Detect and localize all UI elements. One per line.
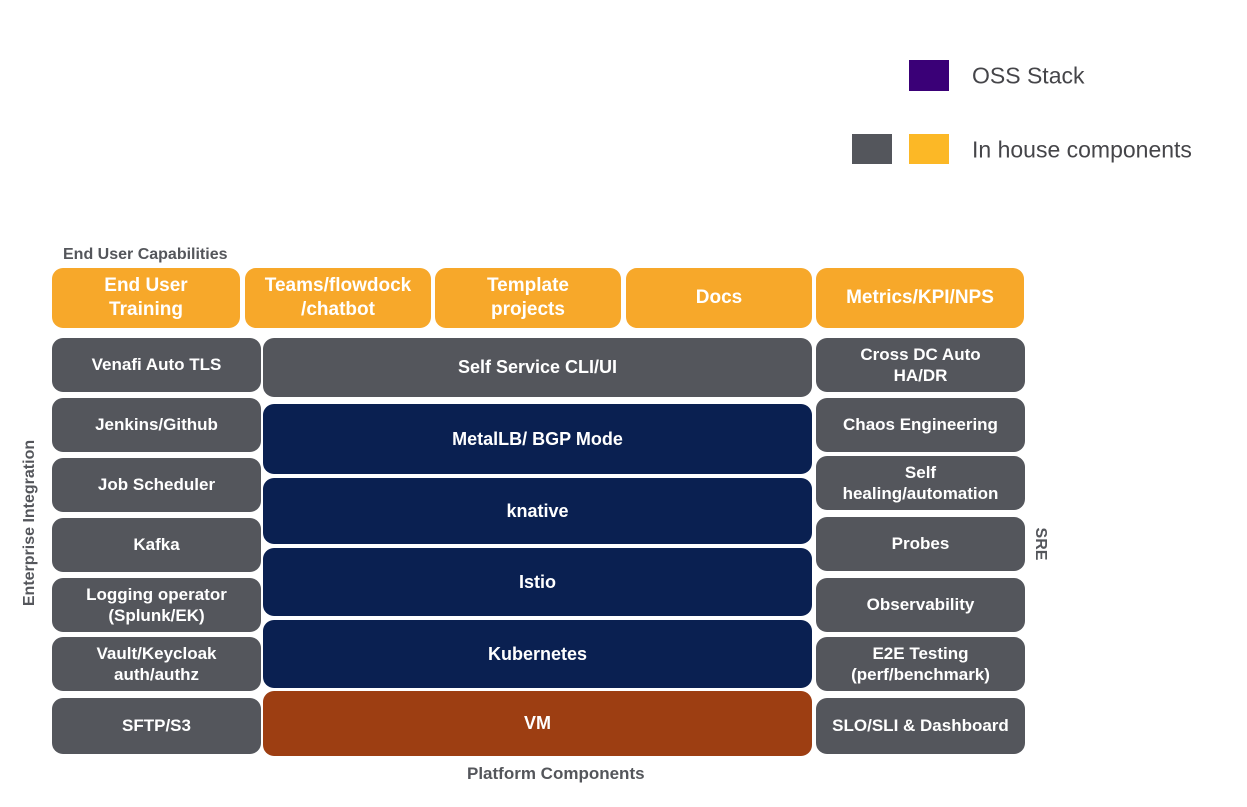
platform-box-istio: Istio bbox=[263, 548, 812, 616]
integration-box-job-scheduler: Job Scheduler bbox=[52, 458, 261, 512]
sre-box-probes: Probes bbox=[816, 517, 1025, 571]
sre-box-chaos-engineering: Chaos Engineering bbox=[816, 398, 1025, 452]
box-label: Venafi Auto TLS bbox=[91, 355, 222, 375]
legend-swatch-inhouse-orange bbox=[909, 134, 949, 164]
capability-box-end-user-training: End User Training bbox=[52, 268, 240, 328]
legend-swatch-inhouse-gray bbox=[852, 134, 892, 164]
box-label: Istio bbox=[518, 571, 556, 592]
integration-box-kafka: Kafka bbox=[52, 518, 261, 572]
box-label: Job Scheduler bbox=[97, 475, 216, 495]
heading-platform-components: Platform Components bbox=[467, 764, 645, 783]
box-label: VM bbox=[524, 713, 551, 734]
sre-box-e2e-testing: E2E Testing (perf/benchmark) bbox=[816, 637, 1025, 691]
capability-box-teams-flowdock-chatbot: Teams/flowdock /chatbot bbox=[245, 268, 431, 328]
box-label: MetalLB/ BGP Mode bbox=[452, 428, 623, 449]
integration-box-vault-keycloak: Vault/Keycloak auth/authz bbox=[52, 637, 261, 691]
sre-box-observability: Observability bbox=[816, 578, 1025, 632]
box-label: Vault/Keycloak auth/authz bbox=[96, 643, 217, 684]
capability-box-template-projects: Template projects bbox=[435, 268, 621, 328]
label-enterprise-integration: Enterprise Integration bbox=[21, 439, 38, 607]
sre-box-cross-dc-auto-ha-dr: Cross DC Auto HA/DR bbox=[816, 338, 1025, 392]
box-label: Kubernetes bbox=[487, 643, 588, 664]
box-label: Kafka bbox=[133, 535, 180, 555]
legend-label-oss: OSS Stack bbox=[972, 62, 1085, 89]
box-label: Logging operator (Splunk/EK) bbox=[86, 584, 227, 625]
legend-label-inhouse: In house components bbox=[972, 136, 1192, 163]
label-sre: SRE bbox=[1032, 527, 1049, 561]
box-label: Probes bbox=[891, 534, 950, 554]
capability-box-docs: Docs bbox=[626, 268, 812, 328]
platform-box-vm: VM bbox=[263, 691, 812, 756]
box-label: knative bbox=[506, 500, 569, 521]
sre-box-slo-sli-dashboard: SLO/SLI & Dashboard bbox=[816, 698, 1025, 754]
integration-box-logging-operator: Logging operator (Splunk/EK) bbox=[52, 578, 261, 632]
heading-end-user-capabilities: End User Capabilities bbox=[63, 246, 228, 263]
box-label: Chaos Engineering bbox=[843, 415, 998, 435]
platform-box-self-service-cli-ui: Self Service CLI/UI bbox=[263, 338, 812, 397]
platform-box-knative: knative bbox=[263, 478, 812, 544]
integration-box-jenkins-github: Jenkins/Github bbox=[52, 398, 261, 452]
platform-box-metallb-bgp-mode: MetalLB/ BGP Mode bbox=[263, 404, 812, 474]
platform-box-kubernetes: Kubernetes bbox=[263, 620, 812, 688]
box-label: Docs bbox=[695, 287, 743, 309]
box-label: Self Service CLI/UI bbox=[457, 357, 618, 378]
legend-swatch-oss bbox=[909, 60, 949, 91]
integration-box-venafi-auto-tls: Venafi Auto TLS bbox=[52, 338, 261, 392]
box-label: E2E Testing (perf/benchmark) bbox=[851, 643, 990, 684]
box-label: SFTP/S3 bbox=[122, 716, 191, 736]
box-label: Cross DC Auto HA/DR bbox=[860, 344, 981, 385]
box-label: Metrics/KPI/NPS bbox=[846, 287, 994, 309]
sre-box-self-healing-automation: Self healing/automation bbox=[816, 456, 1025, 510]
box-label: Template projects bbox=[486, 275, 569, 320]
box-label: Teams/flowdock /chatbot bbox=[264, 275, 412, 320]
box-label: Self healing/automation bbox=[842, 462, 999, 503]
box-label: Observability bbox=[866, 595, 975, 615]
box-label: SLO/SLI & Dashboard bbox=[832, 716, 1009, 736]
capability-box-metrics-kpi-nps: Metrics/KPI/NPS bbox=[816, 268, 1024, 328]
integration-box-sftp-s3: SFTP/S3 bbox=[52, 698, 261, 754]
box-label: End User Training bbox=[104, 275, 188, 320]
box-label: Jenkins/Github bbox=[95, 415, 218, 435]
